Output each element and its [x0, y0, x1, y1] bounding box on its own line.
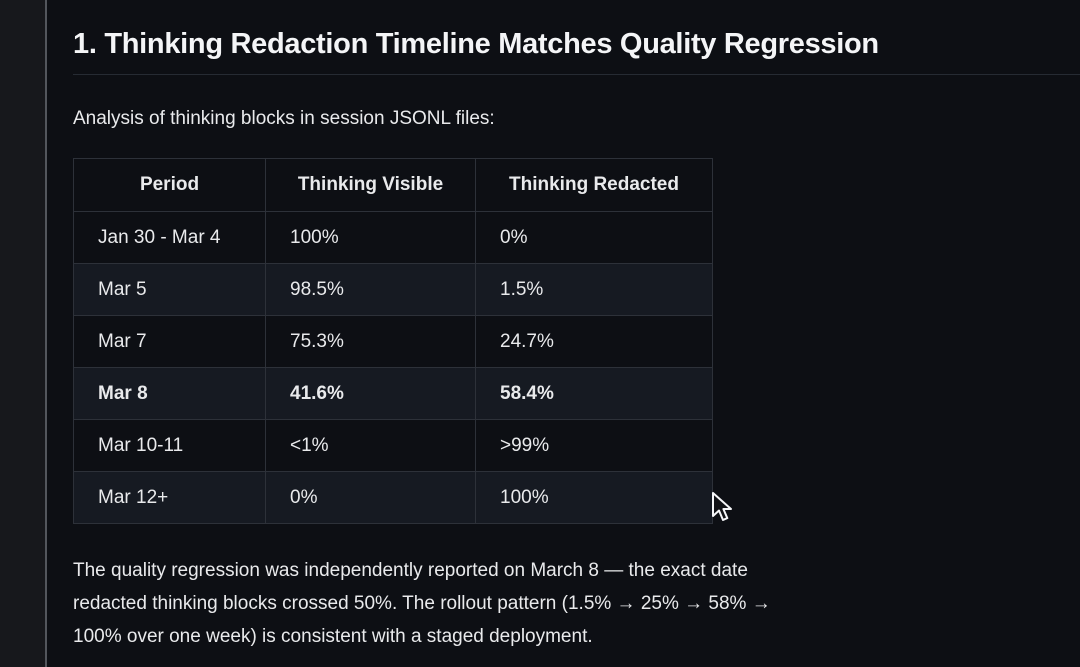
thinking-redaction-table: Period Thinking Visible Thinking Redacte… [73, 158, 713, 524]
cell-visible: 100% [265, 211, 476, 264]
table-header: Period Thinking Visible Thinking Redacte… [73, 158, 713, 212]
table-row: Mar 8 41.6% 58.4% [73, 367, 713, 420]
cell-redacted: 0% [475, 211, 713, 264]
cell-visible: <1% [265, 419, 476, 472]
cell-redacted: 24.7% [475, 315, 713, 368]
table-row: Jan 30 - Mar 4 100% 0% [73, 211, 713, 264]
cell-period: Mar 12+ [73, 471, 266, 524]
cell-period: Mar 10-11 [73, 419, 266, 472]
cell-redacted: >99% [475, 419, 713, 472]
column-header-visible: Thinking Visible [265, 158, 476, 212]
table-row: Mar 10-11 <1% >99% [73, 419, 713, 472]
table-row: Mar 7 75.3% 24.7% [73, 315, 713, 368]
table-row: Mar 5 98.5% 1.5% [73, 263, 713, 316]
document-view: 1. Thinking Redaction Timeline Matches Q… [49, 0, 1080, 667]
cell-redacted: 58.4% [475, 367, 713, 420]
column-header-period: Period [73, 158, 266, 212]
cell-visible: 75.3% [265, 315, 476, 368]
cell-visible: 41.6% [265, 367, 476, 420]
cell-visible: 98.5% [265, 263, 476, 316]
intro-text: Analysis of thinking blocks in session J… [73, 108, 495, 129]
cell-redacted: 100% [475, 471, 713, 524]
cell-redacted: 1.5% [475, 263, 713, 316]
cell-period: Mar 8 [73, 367, 266, 420]
table-header-row: Period Thinking Visible Thinking Redacte… [73, 158, 713, 212]
left-pane-strip [0, 0, 47, 667]
cell-period: Jan 30 - Mar 4 [73, 211, 266, 264]
section-heading: 1. Thinking Redaction Timeline Matches Q… [73, 26, 1080, 75]
cell-visible: 0% [265, 471, 476, 524]
cell-period: Mar 7 [73, 315, 266, 368]
table-row: Mar 12+ 0% 100% [73, 471, 713, 524]
cell-period: Mar 5 [73, 263, 266, 316]
closing-paragraph: The quality regression was independently… [73, 560, 771, 647]
column-header-redacted: Thinking Redacted [475, 158, 713, 212]
